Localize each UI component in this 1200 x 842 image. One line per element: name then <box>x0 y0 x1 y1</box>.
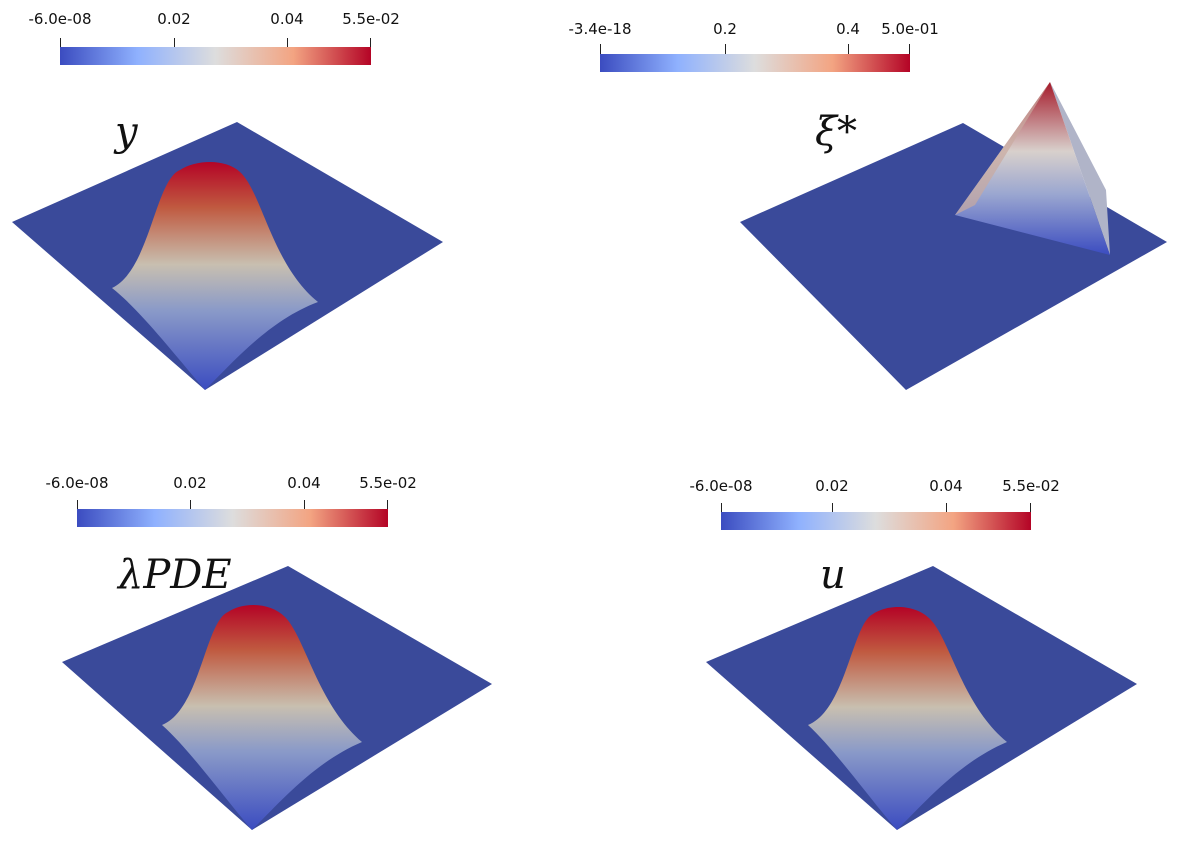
variable-label-xi: ξ* <box>815 112 857 152</box>
colorbar-tick-label: -6.0e-08 <box>28 10 92 28</box>
colorbar-tick-label: 0.02 <box>157 10 191 28</box>
surface-plot-lambda <box>62 566 492 830</box>
colorbar-gradient <box>77 509 388 527</box>
colorbar-tick <box>600 44 601 54</box>
colorbar-y: -6.0e-08 0.02 0.04 5.5e-02 <box>0 0 600 70</box>
colorbar-tick-label: 5.5e-02 <box>359 474 417 492</box>
colorbar-tick-label: 5.0e-01 <box>881 20 939 38</box>
colorbar-tick <box>909 44 910 54</box>
colorbar-tick-label: -3.4e-18 <box>568 20 632 38</box>
variable-label-y: y <box>115 109 138 155</box>
gaussian-bump <box>112 162 318 390</box>
panel-y: -6.0e-08 0.02 0.04 5.5e-02 y <box>0 0 600 420</box>
colorbar-tick-label: 5.5e-02 <box>342 10 400 28</box>
variable-label-u: u <box>820 552 846 598</box>
colorbar-tick <box>304 500 305 510</box>
panel-xi: -3.4e-18 0.2 0.4 5.0e-01 ξ* <box>0 0 1200 420</box>
colorbar-tick-label: -6.0e-08 <box>689 477 753 495</box>
colorbar-tick <box>174 38 175 48</box>
colorbar-tick-label: 0.2 <box>713 20 737 38</box>
colorbar-tick <box>190 500 191 510</box>
variable-label-lambda-text: λPDE <box>118 552 232 598</box>
panel-lambda: -6.0e-08 0.02 0.04 5.5e-02 λPDE <box>45 474 492 830</box>
colorbar-tick <box>832 503 833 513</box>
colorbar-tick <box>946 503 947 513</box>
variable-label-lambda: λPDE <box>118 555 232 595</box>
colorbar-tick <box>60 38 61 48</box>
surface-plot-y <box>12 122 443 390</box>
colorbar-tick-label: 0.4 <box>836 20 860 38</box>
colorbar-tick <box>370 38 371 48</box>
pyramid-face-left <box>955 82 1050 215</box>
colorbar-tick-label: 0.04 <box>929 477 963 495</box>
colorbar-tick-label: 5.5e-02 <box>1002 477 1060 495</box>
pyramid-face <box>955 82 1110 255</box>
colorbar-tick <box>287 38 288 48</box>
colorbar-tick <box>725 44 726 54</box>
colorbar-tick <box>848 44 849 54</box>
colorbar-tick <box>77 500 78 510</box>
variable-label-xi-text: ξ* <box>815 109 858 155</box>
colorbar-gradient <box>721 512 1031 530</box>
colorbar-gradient <box>600 54 910 72</box>
gaussian-bump <box>808 607 1007 830</box>
surface-plot-xi <box>740 82 1167 390</box>
colorbar-tick <box>721 503 722 513</box>
colorbar-tick-label: 0.02 <box>173 474 207 492</box>
gaussian-bump <box>162 605 362 830</box>
colorbar-tick <box>1030 503 1031 513</box>
colorbar-gradient <box>60 47 371 65</box>
colorbar-tick-label: -6.0e-08 <box>45 474 109 492</box>
colorbar-tick <box>387 500 388 510</box>
colorbar-tick-label: 0.04 <box>287 474 321 492</box>
colorbar-tick-label: 0.04 <box>270 10 304 28</box>
colorbar-tick-label: 0.02 <box>815 477 849 495</box>
